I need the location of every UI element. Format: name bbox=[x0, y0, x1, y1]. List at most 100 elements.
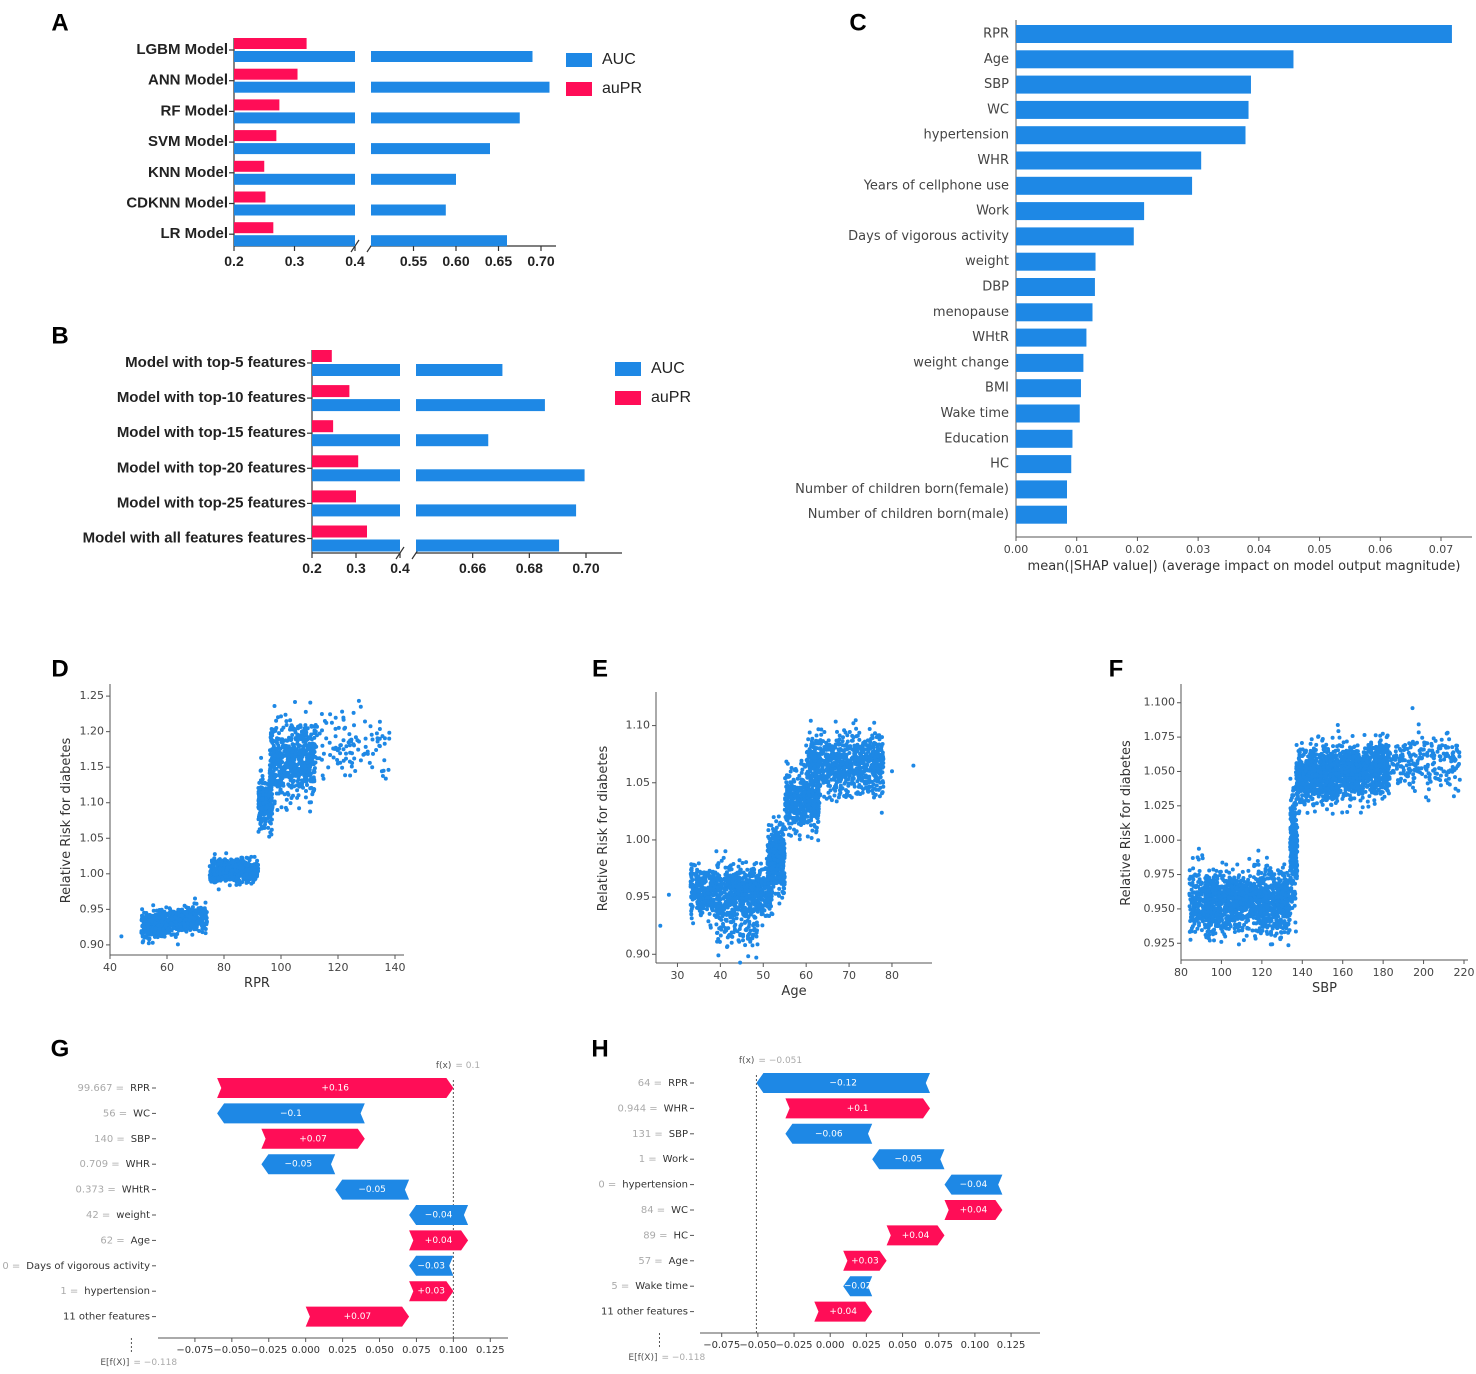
panel-e-point bbox=[705, 907, 709, 912]
panel-a-auc-bar bbox=[371, 204, 446, 216]
panel-d-point bbox=[159, 922, 164, 927]
panel-e-points bbox=[658, 718, 916, 965]
panel-d-point bbox=[268, 766, 273, 771]
panel-e-point bbox=[784, 759, 789, 764]
panel-d-point bbox=[301, 746, 306, 751]
panel-d-point bbox=[301, 750, 306, 755]
panel-e-point bbox=[732, 924, 737, 929]
panel-d-point bbox=[159, 919, 164, 924]
panel-e-point bbox=[691, 894, 696, 899]
panel-e-point bbox=[733, 904, 738, 909]
panel-d-x-tick-label: 100 bbox=[271, 961, 292, 974]
panel-e-point bbox=[746, 954, 751, 959]
panel-e-point bbox=[809, 782, 814, 787]
panel-e-point bbox=[792, 820, 797, 825]
panel-d-point bbox=[288, 727, 293, 732]
panel-d-point bbox=[320, 743, 325, 748]
panel-e-point bbox=[780, 866, 785, 871]
panel-d-point bbox=[160, 913, 165, 918]
panel-e-point bbox=[739, 908, 744, 913]
panel-e-point bbox=[812, 771, 817, 776]
panel-d-point bbox=[288, 778, 293, 783]
panel-e-point bbox=[817, 754, 822, 759]
panel-d-point bbox=[313, 729, 318, 734]
panel-d-point bbox=[291, 762, 296, 767]
panel-d-point bbox=[278, 746, 283, 751]
panel-d-point bbox=[289, 723, 294, 728]
panel-d-point bbox=[374, 748, 379, 752]
panel-label-d: D bbox=[51, 655, 68, 682]
panel-d-point bbox=[291, 793, 295, 798]
panel-e-point bbox=[822, 730, 827, 734]
panel-d-point bbox=[250, 871, 255, 876]
panel-e-point bbox=[752, 914, 757, 919]
panel-d-point bbox=[212, 872, 217, 877]
panel-e-point bbox=[844, 788, 848, 793]
panel-e-point bbox=[877, 742, 882, 747]
panel-d-point bbox=[333, 734, 338, 739]
panel-e-point bbox=[773, 830, 778, 835]
panel-d-point bbox=[203, 931, 208, 936]
panel-d-point bbox=[257, 814, 261, 819]
panel-a-category-label: CDKNN Model bbox=[126, 194, 228, 211]
panel-b-x-tick-label: 0.66 bbox=[459, 560, 486, 576]
panel-d-point bbox=[164, 930, 168, 935]
panel-e-point bbox=[708, 923, 713, 928]
panel-d-point bbox=[203, 927, 208, 931]
panel-e-point bbox=[777, 886, 782, 891]
panel-d-point bbox=[281, 781, 286, 786]
panel-e-point bbox=[731, 930, 736, 935]
panel-d-point bbox=[307, 800, 312, 805]
panel-d-point bbox=[246, 880, 250, 884]
panel-b-category-label: Model with top-10 features bbox=[117, 389, 306, 406]
panel-a-aupr-bar bbox=[234, 68, 298, 80]
panel-c-bar bbox=[1016, 404, 1080, 423]
panel-d-point bbox=[182, 903, 187, 908]
panel-e-point bbox=[744, 860, 749, 865]
panel-e-point bbox=[715, 865, 720, 870]
panel-d-x-tick-label: 140 bbox=[385, 961, 406, 974]
panel-d-point bbox=[268, 788, 273, 792]
panel-e-point bbox=[874, 783, 879, 788]
panel-e-point bbox=[872, 720, 877, 725]
panel-a-auc-bar bbox=[234, 112, 355, 124]
panel-d-point bbox=[218, 871, 222, 876]
panel-d-point bbox=[284, 765, 289, 770]
panel-e-point bbox=[817, 774, 822, 779]
panel-d-point bbox=[296, 726, 300, 731]
panel-e-point bbox=[770, 912, 775, 917]
panel-c-feature-label: menopause bbox=[933, 305, 1009, 320]
panel-c-bar bbox=[1016, 50, 1294, 69]
panel-e-point bbox=[769, 876, 774, 881]
panel-e-point bbox=[850, 738, 855, 743]
panel-e-point bbox=[864, 779, 869, 784]
panel-b-auc-bar bbox=[312, 399, 400, 412]
panel-e-point bbox=[772, 850, 777, 855]
panel-d-point bbox=[293, 773, 297, 778]
panel-c-feature-label: WHtR bbox=[972, 330, 1009, 345]
panel-d-point bbox=[246, 856, 251, 861]
panel-c-feature-label: Days of vigorous activity bbox=[848, 229, 1009, 244]
panel-d-point bbox=[149, 932, 154, 937]
panel-e-point bbox=[793, 802, 798, 807]
panel-d-point bbox=[344, 751, 348, 756]
panel-d-point bbox=[268, 732, 273, 737]
panel-e-point bbox=[744, 898, 749, 903]
panel-e-point bbox=[776, 854, 781, 859]
panel-d-point bbox=[266, 793, 271, 798]
panel-e-point bbox=[801, 762, 806, 767]
panel-d-point bbox=[343, 725, 348, 730]
panel-e-point bbox=[742, 892, 747, 897]
panel-d-point bbox=[305, 760, 310, 765]
panel-e-point bbox=[748, 904, 753, 909]
panel-d-point bbox=[141, 939, 146, 944]
panel-e-point bbox=[819, 732, 824, 737]
panel-e-point bbox=[745, 885, 749, 890]
panel-e-point bbox=[850, 733, 855, 738]
panel-e-point bbox=[752, 926, 757, 931]
panel-d-point bbox=[375, 739, 380, 744]
panel-d-point bbox=[236, 879, 241, 884]
panel-e-point bbox=[760, 923, 765, 928]
panel-e-point bbox=[755, 942, 760, 947]
panel-d-point bbox=[277, 779, 281, 784]
